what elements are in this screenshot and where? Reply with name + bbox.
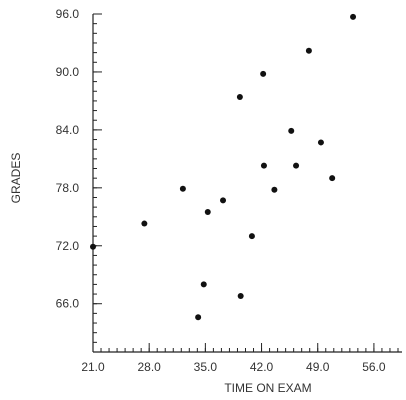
- y-tick-label: 90.0: [56, 65, 80, 79]
- data-point: [236, 94, 243, 101]
- x-tick-label: 28.0: [138, 360, 162, 374]
- x-axis-title: TIME ON EXAM: [224, 381, 311, 395]
- data-point: [329, 175, 336, 182]
- data-point: [200, 281, 207, 288]
- y-tick-label: 96.0: [56, 7, 80, 21]
- data-point: [248, 233, 255, 240]
- data-point: [288, 127, 295, 134]
- data-point: [237, 292, 244, 299]
- x-tick-label: 21.0: [81, 360, 105, 374]
- data-point: [141, 220, 148, 227]
- x-tick-label: 42.0: [250, 360, 274, 374]
- data-point: [293, 162, 300, 169]
- y-tick-label: 84.0: [56, 123, 80, 137]
- data-point: [260, 162, 267, 169]
- x-tick-label: 56.0: [362, 360, 386, 374]
- data-point: [271, 186, 278, 193]
- data-point: [220, 197, 227, 204]
- data-point: [179, 185, 186, 192]
- data-point: [260, 70, 267, 77]
- data-point: [204, 208, 211, 215]
- x-tick-label: 49.0: [306, 360, 330, 374]
- data-point: [350, 13, 357, 20]
- data-point: [317, 139, 324, 146]
- x-tick-label: 35.0: [194, 360, 218, 374]
- y-axis: 66.0 72.0 78.0 84.0 90.0 96.0: [56, 7, 102, 353]
- y-axis-title: GRADES: [9, 153, 23, 204]
- data-point: [195, 314, 202, 321]
- data-points: [90, 13, 357, 321]
- y-tick-label: 78.0: [56, 181, 80, 195]
- x-axis: 21.0 28.0 35.0 42.0 49.0 56.0: [81, 343, 402, 374]
- data-point: [305, 47, 312, 54]
- y-tick-label: 66.0: [56, 297, 80, 311]
- data-point: [90, 243, 96, 250]
- y-tick-label: 72.0: [56, 239, 80, 253]
